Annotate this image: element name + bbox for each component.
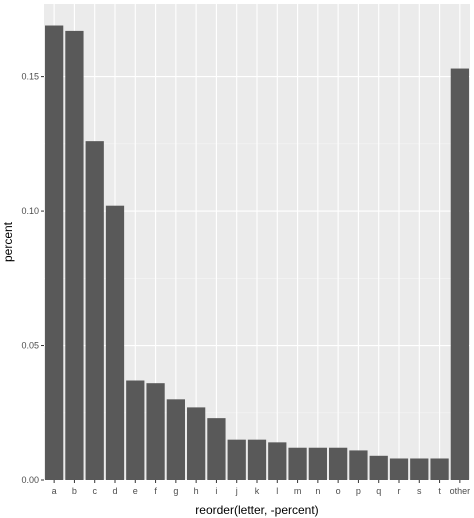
y-tick-label: 0.05 [21,341,39,351]
x-tick-label-a: a [52,486,57,496]
x-tick-label-g: g [173,486,178,496]
bar-g [166,399,185,480]
y-tick-label: 0.00 [21,475,39,485]
bar-t [430,458,449,480]
y-tick-label: 0.10 [21,206,39,216]
bar-r [389,458,409,480]
x-tick-label-l: l [276,486,278,496]
bar-m [288,447,307,480]
bar-e [126,380,145,480]
y-axis: 0.00 0.05 0.10 0.15 [21,72,44,485]
bars [45,25,469,481]
bar-a [45,25,64,480]
x-axis-title: reorder(letter, -percent) [195,503,318,517]
x-tick-label-other: other [450,486,471,496]
x-tick-label-i: i [215,486,217,496]
x-tick-label-j: j [235,486,238,496]
x-tick-label-c: c [92,486,97,496]
x-axis: a b c d e f g h i j k l m n o p q r s t other [52,480,470,496]
bar-d [105,205,125,480]
bar-p [349,450,368,480]
bar-i [207,418,226,480]
x-tick-label-o: o [336,486,341,496]
bar-o [329,447,348,480]
x-tick-label-d: d [112,486,117,496]
bar-b [65,30,84,481]
bar-k [247,439,267,480]
x-tick-label-s: s [417,486,422,496]
bar-n [308,447,327,480]
x-tick-label-n: n [315,486,320,496]
bar-f [146,383,165,480]
x-tick-label-m: m [294,486,302,496]
y-tick-label: 0.15 [21,72,39,82]
x-tick-label-k: k [255,486,260,496]
x-tick-label-t: t [438,486,441,496]
bar-l [268,442,287,480]
x-tick-label-b: b [72,486,77,496]
y-axis-title: percent [1,221,15,262]
bar-j [227,439,246,480]
bar-other [450,68,469,481]
bar-c [85,141,104,481]
bar-s [410,458,429,480]
x-tick-label-p: p [356,486,361,496]
bar-h [187,407,206,480]
x-tick-label-h: h [194,486,199,496]
x-tick-label-q: q [376,486,381,496]
bar-q [369,455,388,480]
x-tick-label-f: f [154,486,157,496]
x-tick-label-e: e [133,486,138,496]
x-tick-label-r: r [398,486,401,496]
